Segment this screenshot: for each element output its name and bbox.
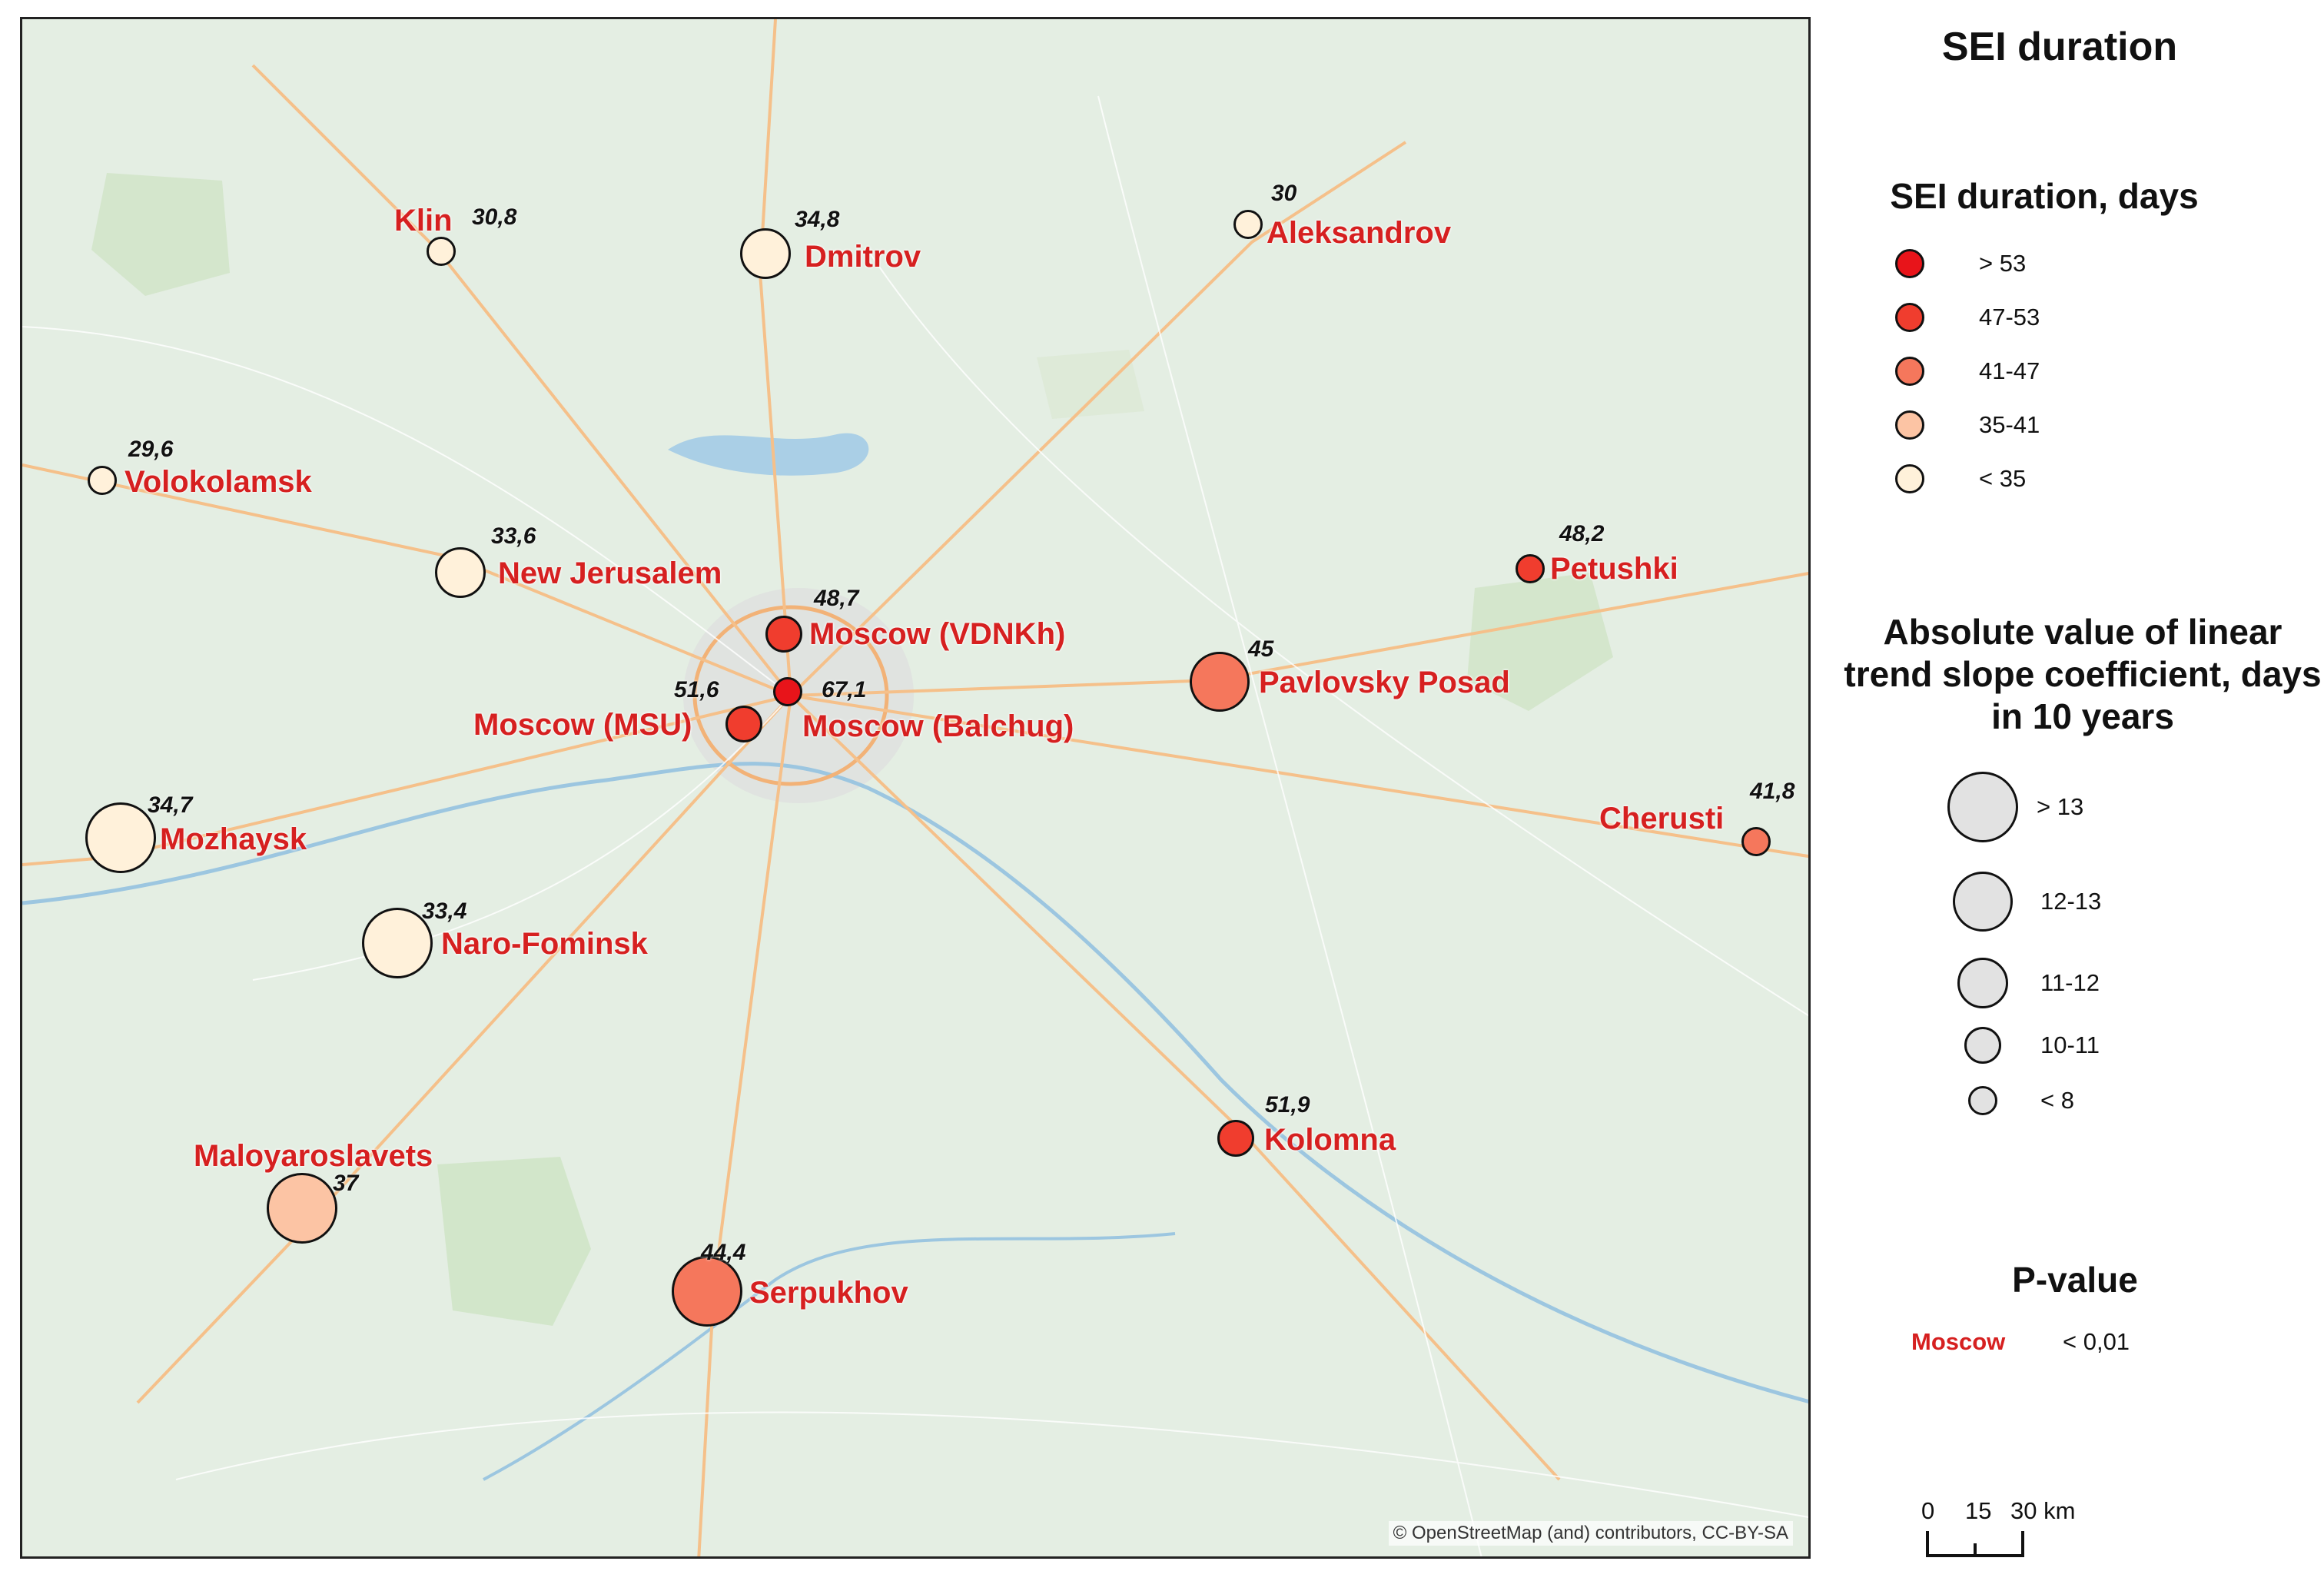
- station-value-dmitrov: 34,8: [795, 207, 840, 232]
- station-value-mozhaysk: 34,7: [148, 792, 193, 818]
- duration-legend-label: > 53: [1979, 250, 2027, 277]
- station-marker-cherusti[interactable]: [1741, 827, 1771, 856]
- slope-legend-label: > 13: [2037, 793, 2084, 820]
- scalebar-line: [1926, 1531, 2024, 1557]
- slope-legend-label: < 8: [2040, 1087, 2074, 1114]
- duration-legend-label: 47-53: [1979, 304, 2040, 330]
- station-value-kolomna: 51,9: [1265, 1092, 1310, 1118]
- forest-area-east: [1467, 573, 1613, 711]
- station-value-moscow-balchug: 67,1: [822, 677, 867, 702]
- forest-area-north: [1037, 350, 1144, 419]
- scalebar-tick-0: 0: [1921, 1497, 1935, 1524]
- minor-roads: [22, 95, 1808, 1556]
- station-value-petushki: 48,2: [1559, 521, 1605, 546]
- slope-legend-circle: [1953, 872, 2013, 932]
- station-marker-klin[interactable]: [427, 237, 456, 266]
- legend-title: SEI duration: [1941, 25, 2178, 69]
- station-label-moscow-msu: Moscow (MSU): [473, 708, 692, 742]
- station-marker-moscow-balchug[interactable]: [773, 677, 802, 706]
- slope-legend-label: 11-12: [2040, 969, 2100, 996]
- duration-legend-swatch: [1895, 303, 1924, 332]
- station-marker-dmitrov[interactable]: [740, 228, 791, 279]
- slope-legend-title: Absolute value of linear trend slope coe…: [1844, 612, 2322, 737]
- station-label-kolomna: Kolomna: [1264, 1123, 1396, 1157]
- station-value-moscow-msu: 51,6: [674, 677, 719, 702]
- station-label-volokolamsk: Volokolamsk: [124, 465, 312, 499]
- duration-legend-title: SEI duration, days: [1890, 176, 2199, 216]
- duration-legend-swatch: [1895, 249, 1924, 278]
- reservoir: [668, 433, 869, 476]
- duration-legend-swatch: [1895, 464, 1924, 493]
- duration-legend-label: < 35: [1979, 465, 2027, 492]
- scalebar-tick-30: 30 km: [2010, 1497, 2076, 1524]
- pvalue-text: < 0,01: [2063, 1328, 2130, 1355]
- station-value-naro-fominsk: 33,4: [422, 898, 467, 924]
- slope-legend-circle: [1968, 1086, 1997, 1115]
- station-label-serpukhov: Serpukhov: [749, 1276, 908, 1310]
- station-label-pavlovsky-posad: Pavlovsky Posad: [1259, 666, 1510, 699]
- station-marker-mozhaysk[interactable]: [85, 802, 156, 873]
- station-marker-moscow-vdnkh[interactable]: [765, 616, 802, 653]
- station-marker-petushki[interactable]: [1516, 554, 1545, 583]
- station-marker-maloyaroslavets[interactable]: [267, 1173, 337, 1244]
- forest-area-south: [437, 1157, 591, 1326]
- station-value-klin: 30,8: [472, 204, 517, 230]
- station-label-mozhaysk: Mozhaysk: [160, 822, 307, 856]
- station-marker-new-jerusalem[interactable]: [435, 547, 486, 598]
- river: [22, 762, 1808, 1403]
- pvalue-legend-title: P-value: [2012, 1260, 2138, 1300]
- station-label-moscow-vdnkh: Moscow (VDNKh): [809, 617, 1066, 651]
- station-value-maloyaroslavets: 37: [333, 1171, 359, 1196]
- station-value-pavlovsky-posad: 45: [1248, 636, 1274, 662]
- duration-legend-swatch: [1895, 357, 1924, 386]
- station-label-moscow-balchug: Moscow (Balchug): [802, 709, 1074, 743]
- station-marker-pavlovsky-posad[interactable]: [1190, 652, 1250, 712]
- station-value-moscow-vdnkh: 48,7: [814, 586, 859, 611]
- ring-road: [692, 605, 889, 786]
- station-marker-aleksandrov[interactable]: [1233, 210, 1263, 239]
- map-frame[interactable]: Klin 30,8 Dmitrov 34,8 Aleksandrov 30 Volokola…: [20, 17, 1811, 1559]
- station-label-maloyaroslavets: Maloyaroslavets: [194, 1139, 433, 1173]
- scalebar-tick-15: 15: [1965, 1497, 1992, 1524]
- station-label-klin: Klin: [394, 204, 453, 237]
- station-label-new-jerusalem: New Jerusalem: [498, 556, 722, 590]
- station-value-serpukhov: 44,4: [701, 1240, 746, 1265]
- slope-legend-circle: [1957, 958, 2008, 1008]
- river: [483, 1232, 1176, 1481]
- station-marker-naro-fominsk[interactable]: [362, 908, 433, 978]
- map-credit: © OpenStreetMap (and) contributors, CC-B…: [1388, 1521, 1793, 1546]
- slope-legend-label: 12-13: [2040, 888, 2102, 915]
- duration-legend-swatch: [1895, 410, 1924, 440]
- station-value-aleksandrov: 30: [1271, 181, 1297, 206]
- station-label-petushki: Petushki: [1550, 552, 1678, 586]
- station-label-naro-fominsk: Naro-Fominsk: [441, 927, 648, 961]
- station-label-aleksandrov: Aleksandrov: [1267, 216, 1452, 250]
- slope-legend-circle: [1964, 1027, 2001, 1064]
- station-value-volokolamsk: 29,6: [128, 437, 174, 462]
- pvalue-sample-label: Moscow: [1911, 1328, 2006, 1355]
- station-marker-moscow-msu[interactable]: [725, 706, 762, 742]
- station-value-cherusti: 41,8: [1750, 779, 1795, 804]
- duration-legend-label: 35-41: [1979, 411, 2040, 438]
- station-marker-kolomna[interactable]: [1217, 1120, 1254, 1157]
- station-marker-volokolamsk[interactable]: [88, 466, 117, 495]
- slope-legend-circle: [1947, 772, 2018, 842]
- station-value-new-jerusalem: 33,6: [491, 523, 536, 549]
- station-label-dmitrov: Dmitrov: [805, 240, 921, 274]
- station-label-cherusti: Cherusti: [1599, 802, 1725, 835]
- duration-legend-label: 41-47: [1979, 357, 2040, 384]
- forest-area-west: [91, 173, 230, 296]
- station-marker-serpukhov[interactable]: [672, 1256, 742, 1327]
- slope-legend-label: 10-11: [2040, 1031, 2100, 1058]
